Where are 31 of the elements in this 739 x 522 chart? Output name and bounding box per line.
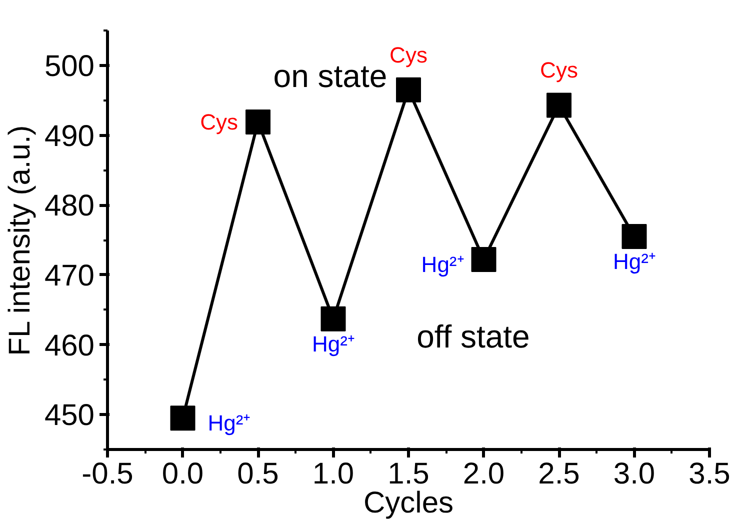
x-tick-label: 0.0 xyxy=(162,458,204,490)
annotation: Cys xyxy=(540,58,578,83)
annotation: on state xyxy=(273,58,388,94)
point xyxy=(622,224,647,250)
y-tick-label: 480 xyxy=(44,190,95,223)
y-tick-label: 470 xyxy=(44,259,95,292)
point xyxy=(546,92,572,118)
annotation: Cys xyxy=(390,42,428,68)
x-tick-label: 0.5 xyxy=(237,458,279,490)
y-tick-label: 490 xyxy=(44,120,95,153)
x-tick-label: 3.0 xyxy=(613,458,656,490)
y-tick-label: 450 xyxy=(44,399,95,432)
point xyxy=(471,247,496,272)
annotation: Cys xyxy=(200,109,238,134)
annotation: Hg²⁺ xyxy=(421,252,464,278)
x-tick-label: 2.5 xyxy=(538,458,580,490)
point xyxy=(320,306,346,332)
annotation: Hg²⁺ xyxy=(312,331,354,356)
y-axis-title: FL intensity (a.u.) xyxy=(3,125,36,356)
point xyxy=(170,406,196,431)
annotation: Hg²⁺ xyxy=(208,410,250,436)
point xyxy=(396,77,421,102)
annotation: off state xyxy=(416,318,530,354)
y-tick-label: 460 xyxy=(44,329,95,362)
x-tick-label: -0.5 xyxy=(82,458,134,490)
x-tick-label: 3.5 xyxy=(688,458,730,490)
x-tick-label: 2.0 xyxy=(462,458,505,490)
x-tick-label: 1.0 xyxy=(312,458,354,490)
y-tick-label: 500 xyxy=(44,50,95,83)
point xyxy=(246,109,270,134)
annotation: Hg²⁺ xyxy=(613,249,656,274)
